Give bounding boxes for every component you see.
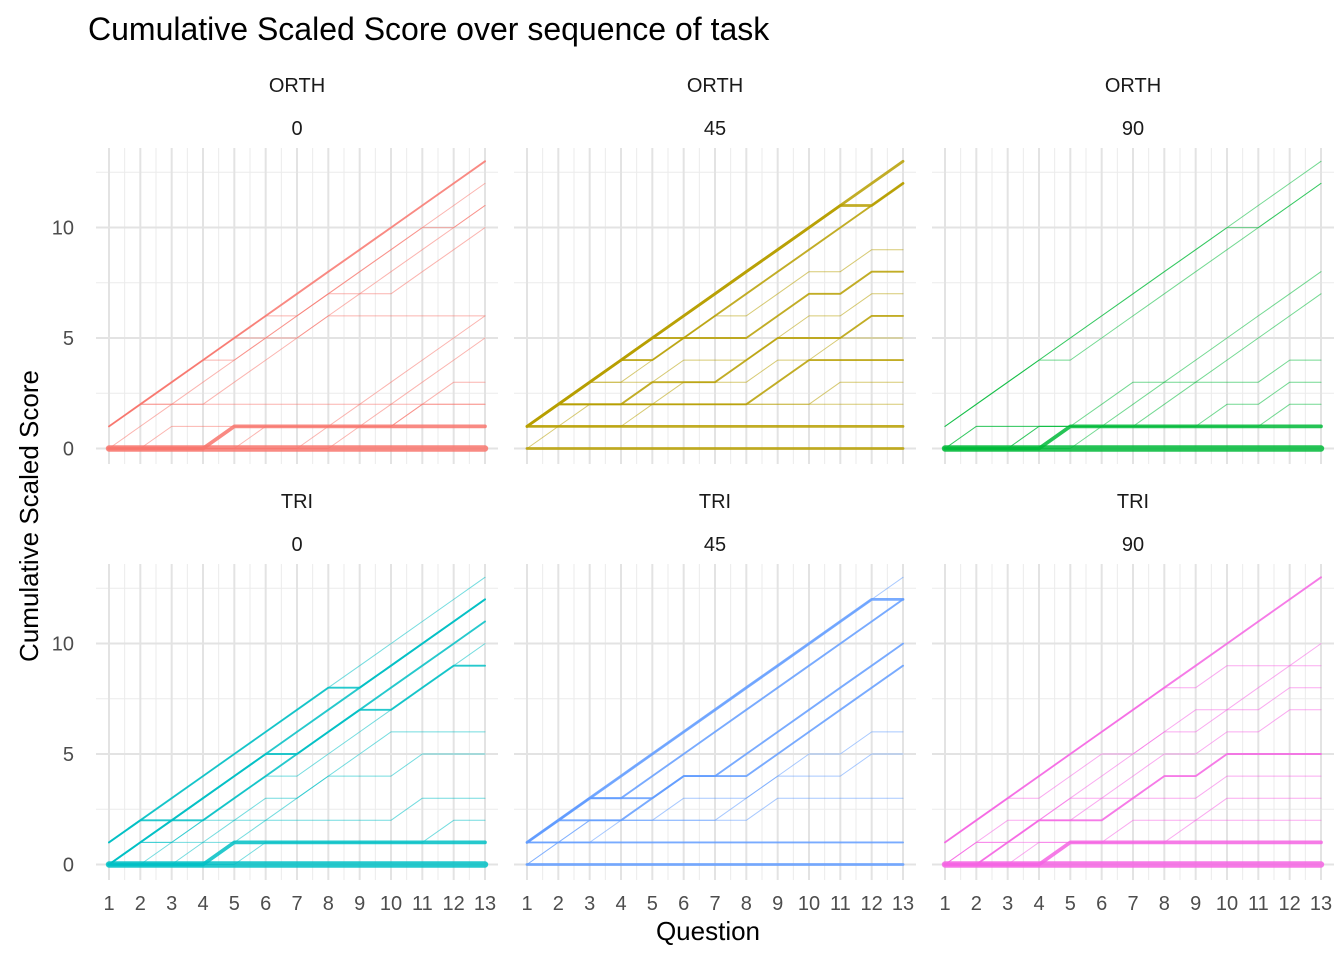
- x-tick-label: 9: [1190, 893, 1201, 915]
- chart-title: Cumulative Scaled Score over sequence of…: [88, 11, 770, 47]
- x-tick-label: 8: [323, 893, 334, 915]
- x-tick-label: 5: [1065, 893, 1076, 915]
- y-tick-label: 0: [63, 855, 74, 877]
- facet-panel: ORTH 0 0 5 10: [52, 75, 498, 464]
- facet-row-label: ORTH: [269, 75, 325, 97]
- x-tick-label: 5: [647, 893, 658, 915]
- y-tick-label: 0: [63, 439, 74, 461]
- facet-col-label: 0: [291, 118, 302, 140]
- facet-col-label: 0: [291, 534, 302, 556]
- x-tick-label: 10: [798, 893, 820, 915]
- y-tick-label: 5: [63, 744, 74, 766]
- x-tick-label: 11: [830, 893, 851, 915]
- series-line: [108, 664, 486, 866]
- x-tick-label: 3: [166, 893, 177, 915]
- series-line: [108, 315, 486, 427]
- x-tick-label: 13: [892, 893, 914, 915]
- y-tick-label: 10: [52, 634, 74, 656]
- x-axis-title: Question: [656, 916, 760, 946]
- series-line: [526, 293, 904, 427]
- x-tick-label: 6: [678, 893, 689, 915]
- x-tick-label: 11: [412, 893, 433, 915]
- x-tick-label: 5: [229, 893, 240, 915]
- facet-panel: ORTH 90: [932, 75, 1334, 464]
- x-tick-label: 13: [1310, 893, 1332, 915]
- facet-col-label: 90: [1122, 534, 1144, 556]
- x-tick-label: 1: [939, 893, 950, 915]
- x-tick-label: 6: [1096, 893, 1107, 915]
- x-tick-label: 1: [103, 893, 114, 915]
- y-tick-label: 5: [63, 328, 74, 350]
- series-line: [944, 182, 1322, 427]
- x-tick-label: 9: [354, 893, 365, 915]
- x-tick-label: 10: [1216, 893, 1238, 915]
- x-tick-label: 2: [971, 893, 982, 915]
- facet-row-label: TRI: [1117, 491, 1149, 513]
- facet-row-label: TRI: [281, 491, 313, 513]
- x-tick-label: 10: [380, 893, 402, 915]
- x-tick-label: 12: [861, 893, 883, 915]
- x-tick-label: 3: [1002, 893, 1013, 915]
- x-tick-label: 13: [474, 893, 496, 915]
- x-tick-label: 2: [135, 893, 146, 915]
- facet-row-label: ORTH: [687, 75, 743, 97]
- x-tick-label: 8: [1159, 893, 1170, 915]
- series-line: [108, 797, 486, 865]
- x-tick-label: 11: [1248, 893, 1269, 915]
- facet-col-label: 45: [704, 118, 726, 140]
- x-tick-label: 1: [521, 893, 532, 915]
- facet-row-label: ORTH: [1105, 75, 1161, 97]
- series-line: [944, 271, 1322, 449]
- x-tick-label: 7: [709, 893, 720, 915]
- x-tick-label: 2: [553, 893, 564, 915]
- facet-col-label: 90: [1122, 118, 1144, 140]
- series-line: [944, 687, 1322, 865]
- y-tick-label: 10: [52, 218, 74, 240]
- x-tick-label: 12: [1279, 893, 1301, 915]
- x-tick-label: 9: [772, 893, 783, 915]
- x-tick-label: 7: [291, 893, 302, 915]
- facet-row-label: TRI: [699, 491, 731, 513]
- facet-col-label: 45: [704, 534, 726, 556]
- x-tick-label: 8: [741, 893, 752, 915]
- x-tick-label: 4: [1033, 893, 1044, 915]
- facet-panel: ORTH 45: [514, 75, 916, 464]
- x-tick-label: 7: [1127, 893, 1138, 915]
- y-axis-title: Cumulative Scaled Score: [14, 370, 44, 662]
- x-tick-label: 4: [615, 893, 626, 915]
- x-tick-label: 4: [197, 893, 208, 915]
- x-tick-label: 6: [260, 893, 271, 915]
- x-tick-label: 3: [584, 893, 595, 915]
- x-tick-label: 12: [443, 893, 465, 915]
